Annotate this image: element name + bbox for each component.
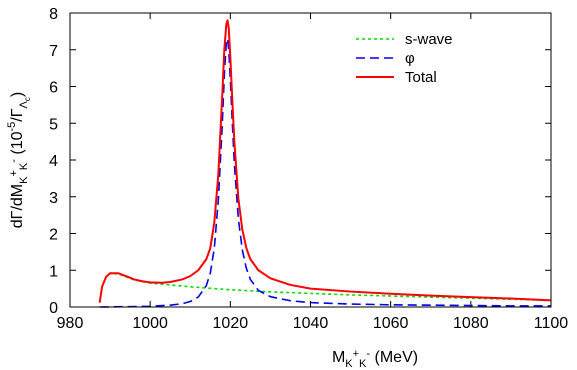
y-tick-label: 7 bbox=[49, 43, 58, 60]
x-tick-label: 980 bbox=[57, 315, 84, 332]
legend-label: Total bbox=[405, 69, 437, 86]
y-tick-label: 2 bbox=[49, 227, 58, 244]
x-tick-label: 1080 bbox=[453, 315, 489, 332]
x-tick-label: 1100 bbox=[534, 315, 569, 332]
series-line- bbox=[99, 37, 551, 308]
y-tick-label: 4 bbox=[49, 153, 58, 170]
x-axis-label: MK+K- (MeV) bbox=[332, 348, 418, 370]
legend-label: φ bbox=[405, 50, 415, 67]
y-tick-label: 3 bbox=[49, 190, 58, 207]
plot-frame bbox=[69, 12, 552, 308]
x-tick-label: 1040 bbox=[293, 315, 329, 332]
legend: s-wave φ Total bbox=[356, 31, 453, 86]
x-tick-label: 1000 bbox=[132, 315, 168, 332]
y-tick-label: 1 bbox=[49, 263, 58, 280]
x-tick-label: 1060 bbox=[373, 315, 409, 332]
y-tick-label: 0 bbox=[49, 300, 58, 317]
y-axis-label: dΓ/dMK+K- (10-5/ΓΛc) bbox=[6, 92, 32, 229]
y-tick-label: 6 bbox=[49, 80, 58, 97]
y-tick-label: 8 bbox=[49, 6, 58, 23]
legend-label: s-wave bbox=[405, 31, 453, 48]
y-tick-label: 5 bbox=[49, 116, 58, 133]
x-axis: 980 1000 1020 1040 1060 1080 1100 bbox=[57, 13, 569, 332]
curves-layer bbox=[98, 19, 552, 308]
x-tick-label: 1020 bbox=[213, 315, 249, 332]
y-axis: 0 1 2 3 4 5 6 7 8 bbox=[49, 6, 551, 317]
series-line-total bbox=[98, 19, 552, 303]
